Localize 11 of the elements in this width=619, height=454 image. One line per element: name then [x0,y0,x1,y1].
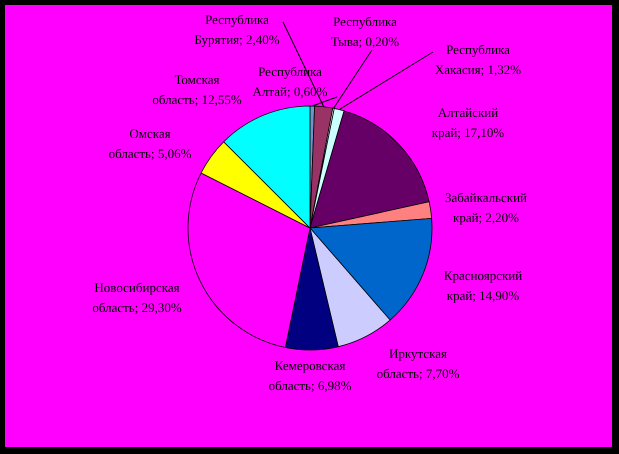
slice-label: Республика Тыва; 0,20% [330,14,400,49]
slice-label: Красноярский край; 14,90% [444,268,522,303]
slice-label: Омская область; 5,06% [108,126,192,161]
slice-label: Томская область; 12,55% [152,72,242,107]
slice-label: Республика Бурятия; 2,40% [194,12,280,47]
slice-label: Новосибирская область; 29,30% [92,280,182,315]
slice-label: Республика Хакасия; 1,32% [434,42,522,77]
slice-label: Иркутская область; 7,70% [376,346,460,381]
slice-label: Кемеровская область; 6,98% [268,358,352,393]
slice-label: Забайкальский край; 2,20% [444,190,528,225]
slice-label: Алтайский край; 17,10% [432,105,504,140]
